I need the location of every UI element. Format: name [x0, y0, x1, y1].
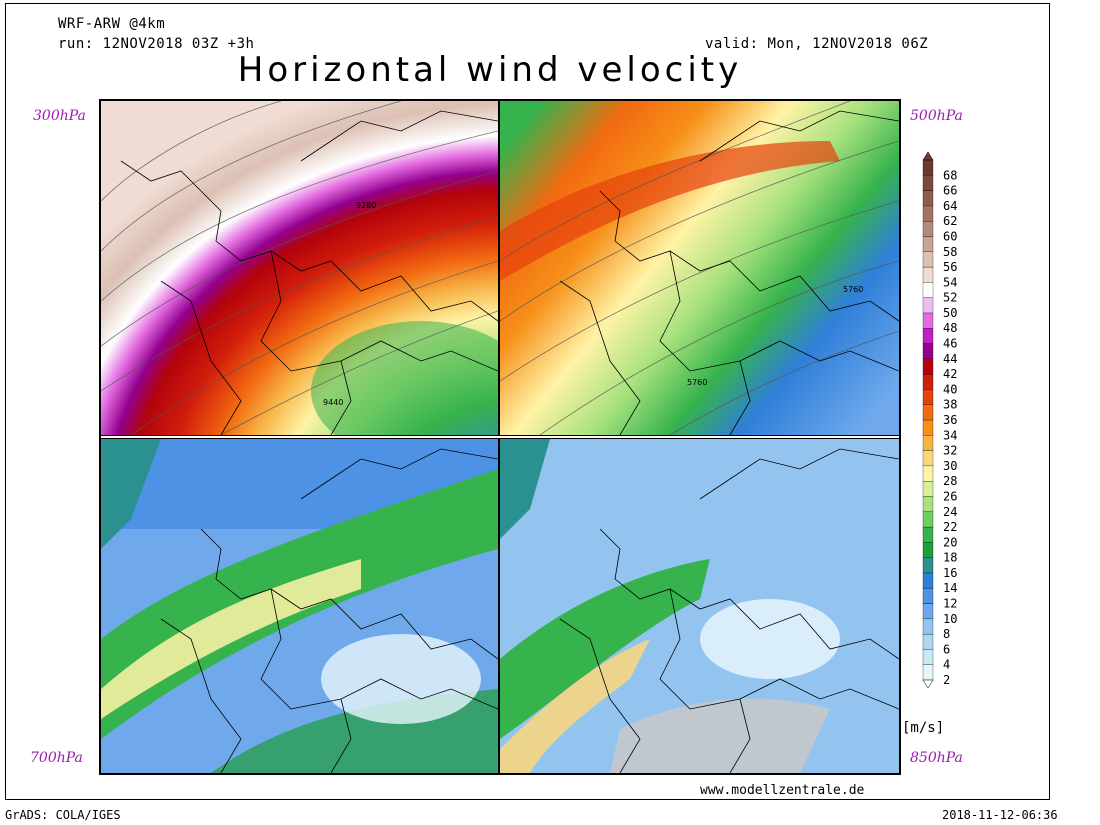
colorbar-swatch: [922, 603, 934, 619]
panel-label-300hpa: 300hPa: [33, 108, 86, 124]
country-borders: [120, 110, 498, 435]
colorbar-swatch: [922, 297, 934, 314]
colorbar-min-arrow: [922, 679, 934, 689]
colorbar-swatch: [922, 266, 934, 283]
panel-gap: [101, 436, 899, 438]
colorbar-tick-label: 18: [943, 551, 957, 565]
colorbar-swatch: [922, 190, 934, 207]
page-title: Horizontal wind velocity: [237, 50, 743, 90]
colorbar-swatch: [922, 236, 934, 252]
colorbar-swatch: [922, 221, 934, 237]
valid-time-label: valid: Mon, 12NOV2018 06Z: [705, 36, 929, 52]
contour-label-500-b: 5760: [687, 378, 707, 387]
contour-label-500-a: 5760: [843, 285, 863, 294]
render-timestamp: 2018-11-12-06:36: [942, 808, 1058, 822]
colorbar-swatch: [922, 450, 934, 467]
colorbar-tick-label: 52: [943, 291, 957, 305]
map-panel-500hpa: 5760 5760: [500, 101, 899, 435]
colorbar-tick-label: 4: [943, 658, 950, 672]
colorbar-tick-label: 42: [943, 367, 957, 381]
colorbar-swatch: [922, 526, 934, 543]
colorbar-tick-label: 40: [943, 382, 957, 396]
colorbar-tick-label: 14: [943, 581, 957, 595]
colorbar-swatch: [922, 618, 934, 635]
colorbar-swatch: [922, 312, 934, 329]
colorbar-tick-label: 44: [943, 352, 957, 366]
colorbar-swatch: [922, 159, 934, 176]
panel-label-700hpa: 700hPa: [30, 750, 83, 766]
colorbar-swatch: [922, 664, 934, 681]
colorbar-max-arrow: [922, 152, 934, 161]
colorbar-tick-label: 50: [943, 306, 957, 320]
colorbar-tick-label: 60: [943, 229, 957, 243]
map-panel-850hpa: [500, 439, 899, 773]
colorbar-tick-label: 28: [943, 474, 957, 488]
colorbar-tick-label: 12: [943, 597, 957, 611]
colorbar-swatch: [922, 251, 934, 268]
country-borders: [559, 110, 899, 435]
colorbar-swatch: [922, 649, 934, 665]
country-borders: [160, 448, 498, 773]
geopotential-contours: [500, 101, 899, 435]
contour-label-300-a: 9280: [356, 201, 376, 210]
colorbar-tick-label: 34: [943, 428, 957, 442]
panel-label-850hpa: 850hPa: [910, 750, 963, 766]
colorbar-swatch: [922, 358, 934, 375]
colorbar-tick-label: 2: [943, 673, 950, 687]
colorbar-swatch: [922, 419, 934, 436]
colorbar-swatch: [922, 557, 934, 574]
colorbar-tick-label: 24: [943, 505, 957, 519]
colorbar-tick-label: 62: [943, 214, 957, 228]
colorbar-tick-label: 38: [943, 398, 957, 412]
figure-frame: [5, 3, 1050, 800]
colorbar-swatch: [922, 542, 934, 558]
colorbar-tick-label: 26: [943, 489, 957, 503]
colorbar-tick-label: 32: [943, 444, 957, 458]
model-label: WRF-ARW @4km: [58, 16, 166, 32]
colorbar-swatch: [922, 511, 934, 528]
colorbar-swatch: [922, 205, 934, 222]
country-borders: [559, 448, 899, 773]
colorbar-swatch: [922, 373, 934, 390]
colorbar-swatch: [922, 328, 934, 344]
map-panel-300hpa: 9280 9440: [101, 101, 498, 435]
colorbar-tick-label: 58: [943, 245, 957, 259]
software-credit: GrADS: COLA/IGES: [5, 808, 121, 822]
colorbar-swatch: [922, 175, 934, 191]
colorbar-tick-label: 54: [943, 275, 957, 289]
colorbar-swatch: [922, 588, 934, 604]
colorbar-tick-label: 20: [943, 535, 957, 549]
colorbar-swatch: [922, 282, 934, 298]
geopotential-contours: [101, 101, 498, 435]
colorbar-tick-label: 48: [943, 321, 957, 335]
colorbar-swatch: [922, 389, 934, 405]
colorbar-swatch: [922, 572, 934, 589]
source-url: www.modellzentrale.de: [700, 783, 865, 798]
colorbar-tick-label: 68: [943, 168, 957, 182]
colorbar-swatch: [922, 465, 934, 482]
colorbar-legend: 2468101214161820222426283032343638404244…: [922, 152, 957, 689]
map-panel-700hpa: [101, 439, 498, 773]
colorbar-tick-label: 46: [943, 337, 957, 351]
colorbar-swatch: [922, 633, 934, 650]
colorbar-tick-label: 36: [943, 413, 957, 427]
colorbar-tick-label: 56: [943, 260, 957, 274]
colorbar-swatch: [922, 435, 934, 451]
panel-label-500hpa: 500hPa: [910, 108, 963, 124]
colorbar-tick-label: 16: [943, 566, 957, 580]
colorbar-tick-label: 22: [943, 520, 957, 534]
colorbar-tick-label: 10: [943, 612, 957, 626]
colorbar-tick-label: 30: [943, 459, 957, 473]
colorbar-tick-label: 66: [943, 184, 957, 198]
colorbar-tick-label: 6: [943, 642, 950, 656]
colorbar-tick-label: 8: [943, 627, 950, 641]
run-label: run: 12NOV2018 03Z +3h: [58, 36, 255, 52]
units-label: [m/s]: [902, 720, 945, 736]
colorbar-swatch: [922, 343, 934, 359]
colorbar-tick-label: 64: [943, 199, 957, 213]
contour-label-300-b: 9440: [323, 398, 343, 407]
colorbar-swatch: [922, 404, 934, 421]
colorbar-swatch: [922, 496, 934, 512]
colorbar-swatch: [922, 481, 934, 497]
